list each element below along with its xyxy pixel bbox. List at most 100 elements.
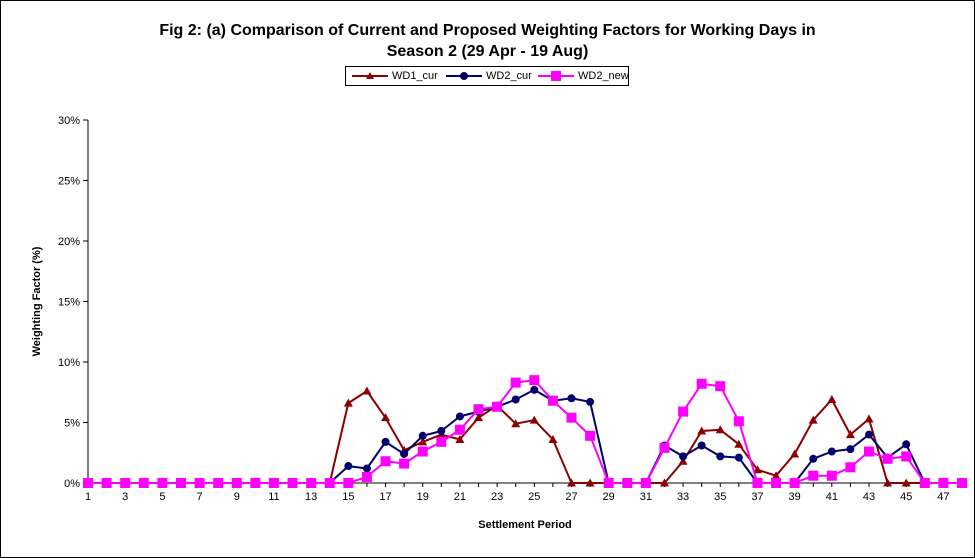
x-tick-label: 23 — [491, 491, 503, 503]
x-tick-label: 31 — [640, 491, 652, 503]
data-point-wd2-new — [120, 478, 131, 488]
data-point-wd1-cur — [734, 439, 744, 448]
x-tick-label: 37 — [751, 491, 763, 503]
x-tick-label: 1 — [85, 491, 91, 503]
x-tick-label: 5 — [159, 491, 165, 503]
legend-label-wd2-new: WD2_new — [578, 70, 629, 82]
data-point-wd2-cur — [511, 395, 520, 404]
y-tick-label: 10% — [58, 357, 80, 369]
data-point-wd2-new — [492, 401, 503, 412]
y-tick-label: 25% — [58, 176, 80, 188]
data-point-wd2-new — [957, 478, 967, 488]
chart-legend: WD1_cur WD2_cur WD2_new — [345, 66, 629, 86]
data-point-wd2-new — [324, 478, 335, 488]
series-line-wd1-cur — [88, 390, 962, 484]
data-point-wd2-cur — [567, 394, 576, 403]
data-point-wd2-new — [454, 424, 465, 435]
data-point-wd2-new — [343, 478, 354, 488]
data-point-wd2-cur — [809, 454, 818, 463]
y-tick-label: 30% — [58, 115, 80, 127]
x-tick-label: 19 — [417, 491, 429, 503]
data-point-wd2-new — [938, 478, 949, 488]
series-line-wd2-cur — [88, 388, 962, 484]
data-point-wd2-new — [417, 446, 428, 457]
data-point-wd1-cur — [771, 471, 781, 480]
data-point-wd2-new — [547, 395, 558, 406]
data-point-wd2-new — [882, 453, 893, 464]
chart-title-line-1: Fig 2: (a) Comparison of Current and Pro… — [159, 22, 816, 39]
data-point-wd2-cur — [697, 441, 706, 450]
x-tick-label: 9 — [234, 491, 240, 503]
data-point-wd2-new — [399, 458, 410, 469]
data-point-wd2-new — [585, 430, 596, 441]
data-point-wd2-new — [157, 478, 168, 488]
x-tick-label: 41 — [826, 491, 838, 503]
data-point-wd1-cur — [529, 415, 539, 424]
data-point-wd1-cur — [455, 434, 465, 443]
data-point-wd1-cur — [548, 434, 558, 443]
data-point-wd2-new — [771, 478, 782, 488]
x-tick-label: 7 — [197, 491, 203, 503]
data-point-wd1-cur — [678, 456, 688, 465]
data-point-wd2-new — [715, 381, 726, 392]
data-point-wd2-cur — [400, 449, 409, 458]
data-point-wd1-cur — [864, 414, 874, 423]
x-tick-label: 47 — [937, 491, 949, 503]
y-tick-label: 5% — [64, 418, 80, 430]
data-point-wd2-new — [659, 442, 670, 453]
data-point-wd2-cur — [716, 452, 725, 461]
data-point-wd2-new — [622, 478, 633, 488]
data-point-wd2-new — [640, 478, 651, 488]
data-point-wd2-cur — [455, 412, 464, 421]
x-tick-label: 45 — [900, 491, 912, 503]
data-point-wd1-cur — [418, 437, 428, 446]
x-tick-label: 39 — [789, 491, 801, 503]
data-point-wd2-cur — [381, 437, 390, 446]
data-point-wd1-cur — [845, 430, 855, 439]
data-point-wd1-cur — [697, 426, 707, 435]
data-point-wd2-cur — [437, 426, 446, 435]
x-tick-label: 29 — [603, 491, 615, 503]
data-point-wd2-cur — [362, 464, 371, 473]
data-point-wd2-new — [752, 478, 763, 488]
data-point-wd2-cur — [865, 430, 874, 439]
data-point-wd2-new — [287, 478, 298, 488]
data-point-wd2-cur — [679, 452, 688, 461]
data-point-wd2-new — [789, 478, 800, 488]
legend-swatch-wd1-cur — [352, 72, 388, 79]
data-point-wd2-new — [175, 478, 186, 488]
data-point-wd1-cur — [808, 415, 818, 424]
data-point-wd1-cur — [585, 478, 595, 487]
data-point-wd1-cur — [901, 478, 911, 487]
y-tick-label: 15% — [58, 297, 80, 309]
data-point-wd2-new — [696, 378, 707, 389]
x-tick-label: 35 — [714, 491, 726, 503]
data-point-wd2-new — [380, 456, 391, 467]
x-tick-label: 43 — [863, 491, 875, 503]
data-point-wd2-new — [213, 478, 224, 488]
data-point-wd2-new — [306, 478, 317, 488]
data-point-wd2-new — [808, 470, 819, 481]
data-point-wd2-new — [566, 412, 577, 423]
data-point-wd2-new — [361, 471, 372, 482]
data-point-wd2-new — [83, 478, 93, 488]
chart-title: Fig 2: (a) Comparison of Current and Pro… — [0, 20, 975, 62]
x-tick-label: 17 — [379, 491, 391, 503]
x-tick-label: 33 — [677, 491, 689, 503]
data-point-wd2-new — [268, 478, 279, 488]
data-point-wd2-cur — [586, 397, 595, 406]
data-point-wd2-cur — [530, 385, 539, 394]
data-point-wd1-cur — [381, 413, 391, 422]
data-point-wd1-cur — [362, 386, 372, 395]
data-point-wd2-new — [510, 377, 521, 388]
data-point-wd1-cur — [827, 395, 837, 404]
y-axis-title: Weighting Factor (%) — [31, 246, 43, 356]
data-point-wd2-new — [194, 478, 205, 488]
legend-swatch-wd2-cur — [446, 72, 482, 80]
data-point-wd2-cur — [344, 462, 353, 471]
x-tick-label: 27 — [565, 491, 577, 503]
x-tick-label: 25 — [528, 491, 540, 503]
data-point-wd1-cur — [883, 478, 893, 487]
